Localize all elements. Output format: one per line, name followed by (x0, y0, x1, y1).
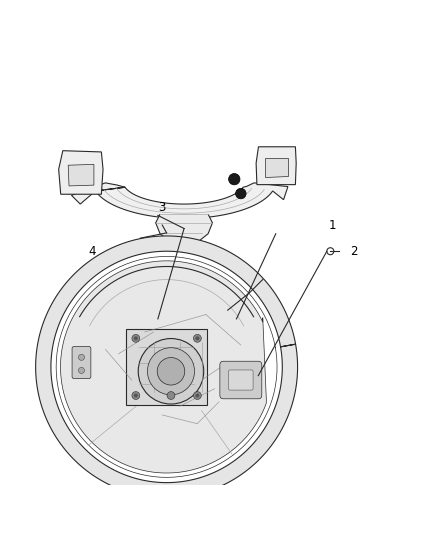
Circle shape (132, 392, 140, 399)
Circle shape (167, 392, 175, 399)
Circle shape (194, 334, 201, 342)
Text: 1: 1 (329, 219, 336, 231)
Text: 4: 4 (88, 245, 96, 258)
Circle shape (194, 392, 201, 399)
Polygon shape (256, 147, 296, 184)
Circle shape (195, 336, 199, 340)
Polygon shape (59, 151, 103, 194)
Polygon shape (155, 214, 212, 247)
Text: 3: 3 (159, 201, 166, 214)
Circle shape (148, 348, 194, 395)
Circle shape (134, 393, 138, 398)
Polygon shape (265, 158, 288, 177)
FancyBboxPatch shape (126, 329, 207, 405)
FancyBboxPatch shape (72, 346, 91, 378)
Polygon shape (60, 261, 266, 473)
Circle shape (134, 336, 138, 340)
Circle shape (132, 334, 140, 342)
Circle shape (229, 174, 240, 185)
Circle shape (157, 358, 185, 385)
Circle shape (78, 367, 85, 374)
Polygon shape (35, 236, 297, 498)
Circle shape (195, 393, 199, 398)
FancyBboxPatch shape (229, 370, 253, 390)
Polygon shape (68, 164, 94, 186)
Text: 2: 2 (350, 245, 357, 258)
Circle shape (78, 354, 85, 360)
FancyBboxPatch shape (220, 361, 262, 399)
Polygon shape (71, 183, 288, 219)
Circle shape (236, 188, 246, 199)
Circle shape (138, 338, 204, 404)
